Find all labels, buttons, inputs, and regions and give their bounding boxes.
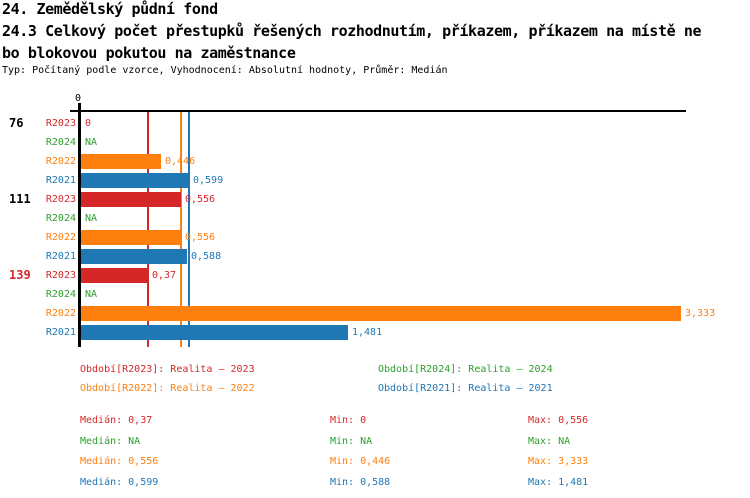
value-label-r2021-group-139: 1,481 [352,327,383,338]
group-label-139: 139 [9,268,31,282]
stat-max-r2022: Max: 3,333 [528,456,589,467]
series-label-r2021: R2021 [45,251,76,262]
x-axis-line [70,110,686,112]
series-label-r2021: R2021 [45,175,76,186]
bar-r2021-group-111 [81,249,187,264]
stat-max-r2021: Max: 1,481 [528,477,589,488]
stat-min-r2022: Min: 0,446 [330,456,391,467]
value-label-r2021-group-111: 0,588 [191,251,222,262]
stat-max-r2023: Max: 0,556 [528,415,589,426]
bar-r2023-group-139 [81,268,148,283]
value-label-r2024-group-76: NA [85,137,98,148]
bar-r2022-group-111 [81,230,181,245]
y-axis-line [78,103,81,347]
median-line-r2023 [147,112,149,347]
stat-median-r2021: Medián: 0,599 [80,477,159,488]
x-axis-zero-tick-label: 0 [75,93,82,104]
stat-median-r2023: Medián: 0,37 [80,415,153,426]
report-title-line2: 24.3 Celkový počet přestupků řešených ro… [2,22,702,40]
bar-r2021-group-139 [81,325,348,340]
legend-item-r2021: Období[R2021]: Realita – 2021 [378,383,553,394]
median-line-r2022 [180,112,182,347]
value-label-r2022-group-76: 0,446 [165,156,196,167]
series-label-r2023: R2023 [45,270,76,281]
bar-r2022-group-139 [81,306,681,321]
legend-item-r2023: Období[R2023]: Realita – 2023 [80,364,255,375]
stat-min-r2024: Min: NA [330,436,373,447]
bar-r2022-group-76 [81,154,161,169]
legend-item-r2022: Období[R2022]: Realita – 2022 [80,383,255,394]
series-label-r2022: R2022 [45,308,76,319]
series-label-r2024: R2024 [45,289,76,300]
value-label-r2024-group-139: NA [85,289,98,300]
report-subtitle: Typ: Počítaný podle vzorce, Vyhodnocení:… [2,65,448,76]
stat-median-r2022: Medián: 0,556 [80,456,159,467]
series-label-r2023: R2023 [45,118,76,129]
report-title-line1: 24. Zemědělský půdní fond [2,0,218,18]
series-label-r2022: R2022 [45,156,76,167]
value-label-r2022-group-139: 3,333 [685,308,716,319]
stat-min-r2021: Min: 0,588 [330,477,391,488]
legend-item-r2024: Období[R2024]: Realita – 2024 [378,364,553,375]
value-label-r2023-group-76: 0 [85,118,92,129]
series-label-r2022: R2022 [45,232,76,243]
stat-min-r2023: Min: 0 [330,415,367,426]
bar-r2023-group-111 [81,192,181,207]
value-label-r2023-group-111: 0,556 [185,194,216,205]
series-label-r2024: R2024 [45,213,76,224]
series-label-r2023: R2023 [45,194,76,205]
median-line-r2021 [188,112,190,347]
value-label-r2024-group-111: NA [85,213,98,224]
series-label-r2024: R2024 [45,137,76,148]
group-label-111: 111 [9,192,31,206]
bar-r2021-group-76 [81,173,189,188]
report-title-line3: bo blokovou pokutou na zaměstnance [2,44,296,62]
stat-max-r2024: Max: NA [528,436,571,447]
value-label-r2022-group-111: 0,556 [185,232,216,243]
value-label-r2021-group-76: 0,599 [193,175,224,186]
stat-median-r2024: Medián: NA [80,436,141,447]
group-label-76: 76 [9,116,24,130]
value-label-r2023-group-139: 0,37 [152,270,177,281]
series-label-r2021: R2021 [45,327,76,338]
